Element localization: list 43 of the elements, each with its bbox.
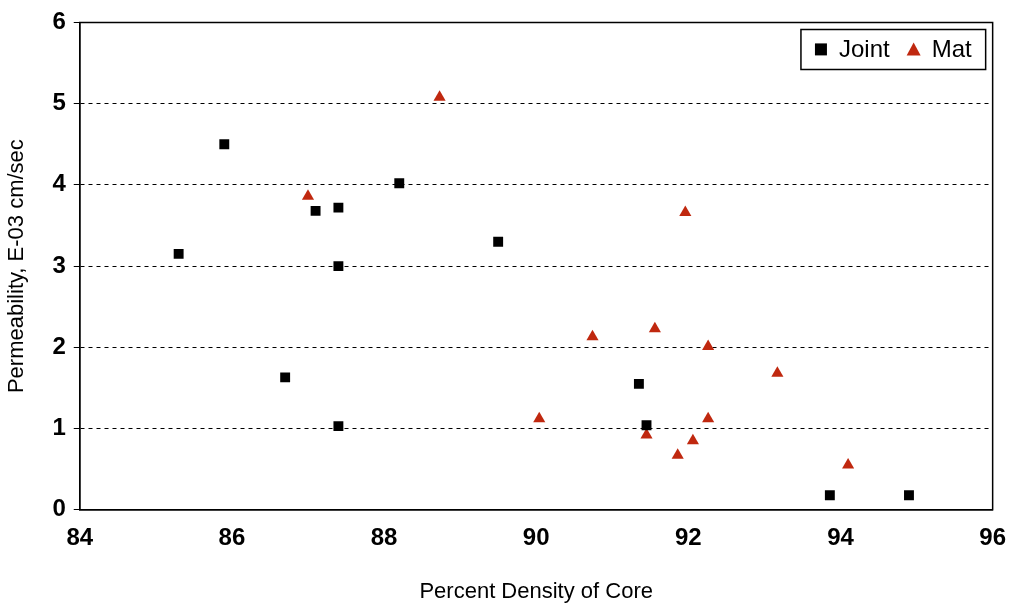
x-tick-label: 90 [522,522,550,550]
point [219,139,230,150]
point [280,372,291,383]
point [842,458,855,469]
point [173,248,184,259]
point [433,90,446,101]
point [702,339,715,351]
point [904,490,914,501]
point [586,329,599,341]
point [679,205,692,216]
y-tick-label: 6 [52,7,66,35]
point [333,421,344,432]
x-tick-label: 84 [66,522,94,550]
x-axis-title: Percent Density of Core [419,577,653,603]
point [824,490,835,501]
point [686,433,699,445]
point [648,321,661,333]
y-tick-label: 5 [52,88,66,116]
point [771,366,784,377]
point [394,178,405,189]
point [493,236,504,247]
x-tick-label: 86 [218,522,246,550]
y-axis-title: Permeability, E-03 cm/sec [3,139,29,394]
point [310,205,321,216]
point [301,189,315,200]
y-tick-label: 3 [52,250,66,278]
x-tick-label: 94 [827,522,855,550]
y-tick-label: 2 [52,331,66,359]
x-tick-label: 96 [979,522,1006,550]
point [333,261,344,272]
point [633,378,644,389]
point [641,420,652,431]
legend-label: Joint [838,35,890,63]
legend-label: Mat [931,35,972,63]
point [533,411,546,423]
x-tick-label: 92 [675,522,702,550]
point [671,448,684,459]
y-tick-label: 1 [52,413,66,441]
y-tick-label: 4 [52,169,67,197]
point [333,202,344,213]
x-tick-label: 88 [370,522,398,550]
point [702,411,715,423]
y-tick-label: 0 [52,494,66,522]
